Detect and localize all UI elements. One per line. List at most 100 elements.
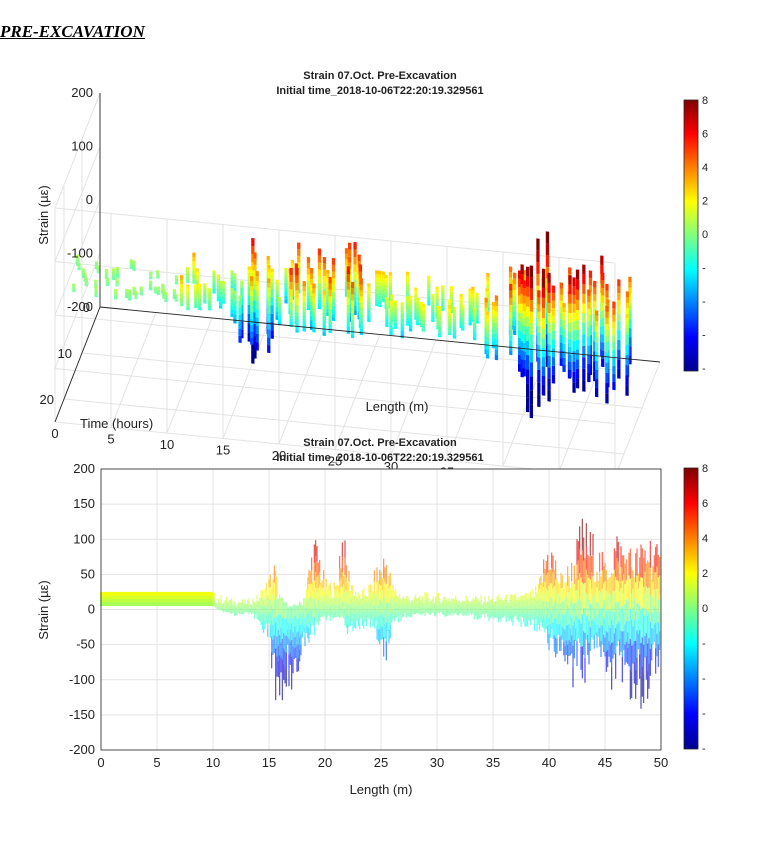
- surface-patch-negative: [509, 330, 513, 336]
- surface-patch-positive: [551, 308, 556, 316]
- surface-patch-positive: [77, 266, 81, 267]
- surface-patch-negative: [219, 298, 223, 303]
- chart1-subtitle: Initial time_2018-10-06T22:20:19.329561: [276, 85, 483, 97]
- surface-patch-negative: [115, 284, 119, 286]
- surface-patch-negative: [134, 298, 138, 300]
- surface-patch-negative: [129, 267, 133, 269]
- surface-patch-negative: [156, 275, 160, 276]
- surface-patch-negative: [509, 345, 513, 351]
- surface-patch-negative: [587, 327, 591, 337]
- surface-patch-negative: [111, 274, 116, 276]
- surface-patch-positive: [161, 287, 165, 289]
- surface-patch-positive: [605, 323, 609, 331]
- surface-patch-negative: [385, 310, 389, 314]
- surface-patch-negative: [587, 372, 591, 383]
- surface-patch-negative: [77, 266, 81, 268]
- chart2-subtitle: Initial time_2018-10-06T22:20:19.329561: [276, 452, 483, 464]
- surface-patch-positive: [81, 269, 85, 271]
- surface-patch-positive: [312, 298, 316, 304]
- surface-patch-positive: [617, 286, 621, 294]
- surface-patch-positive: [406, 300, 410, 304]
- surface-patch-positive: [414, 293, 418, 297]
- surface-patch-positive: [367, 293, 371, 298]
- surface-patch-positive: [180, 297, 184, 302]
- chart2-y-ticks: 200 150 100 50 0 -50 -100 -150 -200: [69, 461, 95, 757]
- surface-patch-negative: [438, 323, 442, 327]
- colorbar-tick-label: -: [702, 638, 706, 650]
- surface-patch-positive: [72, 284, 76, 286]
- surface-patch-positive: [310, 273, 314, 280]
- surface-patch-positive: [238, 299, 242, 301]
- surface-patch-positive: [317, 262, 322, 270]
- surface-patch-positive: [203, 283, 207, 286]
- surface-patch-negative: [359, 314, 363, 319]
- surface-patch-negative: [295, 322, 299, 327]
- surface-patch-negative: [518, 337, 522, 347]
- surface-patch-positive: [83, 274, 87, 277]
- surface-patch-positive: [491, 305, 496, 311]
- surface-patch-positive: [328, 276, 332, 284]
- surface-patch-negative: [359, 321, 363, 325]
- surface-patch-positive: [203, 288, 207, 292]
- surface-patch-negative: [513, 325, 517, 331]
- surface-patch-positive: [350, 294, 355, 301]
- surface-patch-positive: [547, 322, 551, 334]
- surface-patch-positive: [195, 278, 199, 282]
- x-tick-label: 15: [262, 755, 276, 770]
- surface-patch-positive: [582, 264, 586, 275]
- surface-patch-negative: [302, 318, 306, 322]
- surface-patch-positive: [582, 313, 586, 324]
- surface-patch-positive: [551, 315, 556, 324]
- surface-patch-positive: [575, 289, 580, 301]
- surface-patch-negative: [186, 307, 190, 310]
- surface-patch-negative: [601, 342, 605, 351]
- surface-patch-positive: [617, 299, 621, 308]
- surface-patch-positive: [575, 279, 580, 290]
- surface-patch-negative: [473, 325, 477, 329]
- surface-patch-negative: [105, 283, 109, 285]
- surface-patch-positive: [149, 271, 153, 273]
- surface-patch-positive: [295, 267, 299, 276]
- surface-patch-positive: [447, 305, 452, 309]
- surface-patch-positive: [605, 283, 609, 291]
- surface-patch-positive: [174, 294, 178, 296]
- surface-patch-negative: [509, 335, 513, 341]
- surface-patch-positive: [393, 309, 398, 313]
- surface-patch-positive: [212, 275, 216, 278]
- surface-patch-positive: [161, 285, 165, 287]
- surface-patch-positive: [104, 270, 109, 272]
- surface-patch-positive: [322, 290, 326, 295]
- surface-patch-positive: [149, 274, 153, 276]
- surface-patch-negative: [522, 334, 526, 344]
- surface-patch-negative: [203, 296, 207, 298]
- surface-patch-positive: [348, 249, 352, 257]
- surface-patch-positive: [405, 278, 410, 283]
- surface-patch-negative: [595, 369, 599, 380]
- surface-patch-negative: [96, 272, 100, 273]
- y-tick-label: -100: [69, 672, 95, 687]
- surface-patch-positive: [250, 281, 254, 287]
- surface-patch-positive: [284, 269, 288, 273]
- surface-patch-positive: [129, 263, 133, 265]
- surface-patch-positive: [255, 295, 259, 302]
- surface-patch-positive: [367, 286, 371, 291]
- surface-patch-negative: [77, 267, 81, 268]
- surface-patch-negative: [207, 303, 212, 306]
- surface-patch-positive: [605, 305, 609, 312]
- colorbar-tick-label: 8: [702, 463, 708, 475]
- surface-patch-negative: [537, 357, 541, 371]
- surface-patch-positive: [317, 276, 322, 284]
- y-tick-label: 150: [73, 496, 95, 511]
- surface-patch-positive: [485, 318, 490, 323]
- surface-patch-negative: [473, 328, 477, 332]
- surface-patch-positive: [105, 279, 109, 281]
- surface-patch-negative: [346, 326, 350, 331]
- surface-patch-positive: [230, 291, 234, 293]
- y-tick-label: -200: [69, 742, 95, 757]
- surface-patch-positive: [96, 267, 100, 269]
- surface-patch-negative: [385, 313, 389, 317]
- surface-patch-positive: [522, 287, 526, 296]
- surface-patch-positive: [322, 282, 327, 289]
- surface-patch-negative: [306, 298, 311, 302]
- surface-patch-negative: [203, 294, 207, 297]
